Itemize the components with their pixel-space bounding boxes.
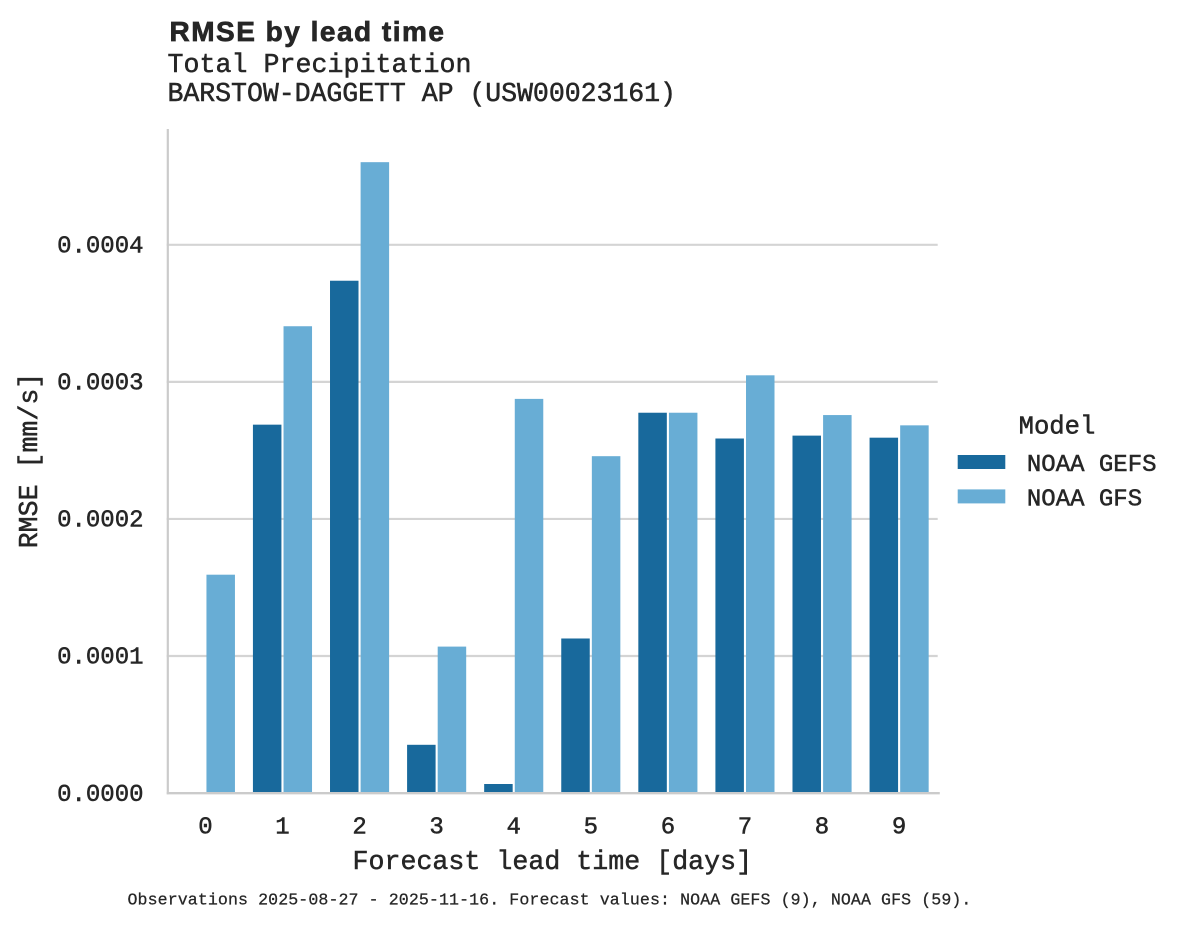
svg-text:NOAA GFS: NOAA GFS bbox=[1027, 486, 1142, 513]
svg-text:4: 4 bbox=[506, 814, 520, 841]
svg-text:Total Precipitation: Total Precipitation bbox=[168, 50, 472, 80]
svg-text:2: 2 bbox=[352, 814, 366, 841]
svg-text:Forecast lead time [days]: Forecast lead time [days] bbox=[353, 847, 753, 877]
svg-text:Model: Model bbox=[1019, 413, 1096, 442]
svg-text:3: 3 bbox=[429, 814, 443, 841]
svg-text:0.0001: 0.0001 bbox=[57, 645, 143, 672]
svg-text:7: 7 bbox=[738, 814, 752, 841]
svg-text:0.0003: 0.0003 bbox=[57, 371, 143, 398]
svg-text:RMSE by lead time: RMSE by lead time bbox=[170, 16, 445, 47]
svg-text:1: 1 bbox=[275, 814, 289, 841]
svg-text:6: 6 bbox=[661, 814, 675, 841]
svg-text:BARSTOW-DAGGETT AP (USW0002316: BARSTOW-DAGGETT AP (USW00023161) bbox=[168, 79, 677, 109]
svg-text:9: 9 bbox=[892, 814, 906, 841]
svg-text:0: 0 bbox=[198, 814, 212, 841]
svg-text:0.0000: 0.0000 bbox=[57, 782, 143, 809]
svg-text:0.0004: 0.0004 bbox=[57, 233, 143, 260]
svg-text:0.0002: 0.0002 bbox=[57, 508, 143, 535]
svg-text:5: 5 bbox=[584, 814, 598, 841]
svg-text:8: 8 bbox=[815, 814, 829, 841]
svg-text:NOAA GEFS: NOAA GEFS bbox=[1027, 452, 1157, 479]
svg-text:Observations 2025-08-27 - 2025: Observations 2025-08-27 - 2025-11-16. Fo… bbox=[128, 890, 972, 909]
svg-text:RMSE [mm/s]: RMSE [mm/s] bbox=[15, 373, 45, 549]
